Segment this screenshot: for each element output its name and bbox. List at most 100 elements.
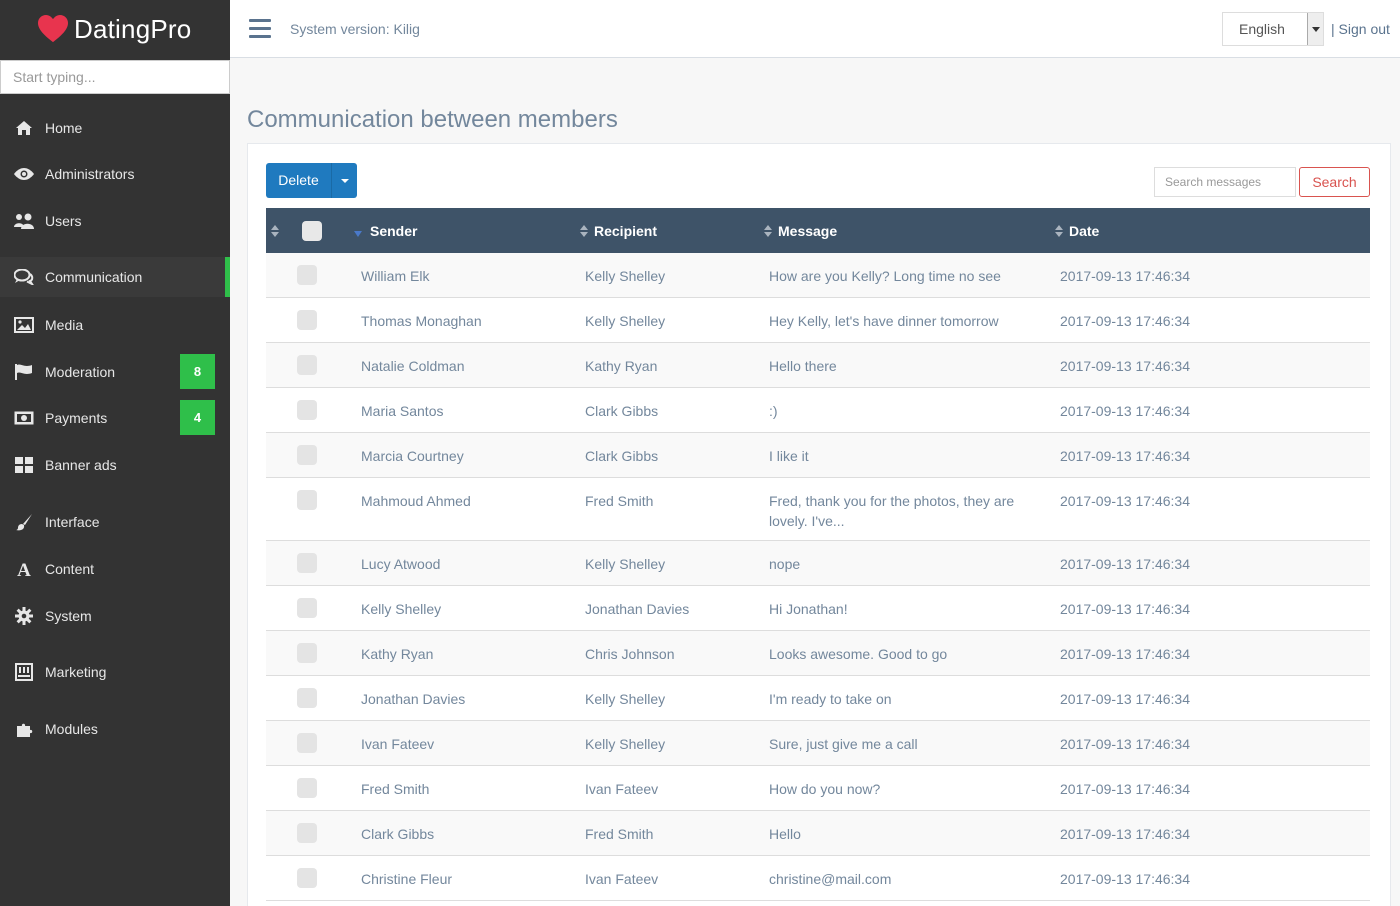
sender-cell[interactable]: Maria Santos (361, 403, 444, 419)
row-checkbox[interactable] (297, 688, 317, 708)
table-row[interactable]: Christine Fleur Ivan Fateev christine@mail… (266, 856, 1370, 901)
recipient-cell[interactable]: Jonathan Davies (585, 601, 690, 617)
table-row[interactable]: Thomas Monaghan Kelly Shelley Hey Kelly, l… (266, 298, 1370, 343)
table-row[interactable]: Fred Smith Ivan Fateev How do you now? 2017… (266, 766, 1370, 811)
table-row[interactable]: William Elk Kelly Shelley How are you Kell… (266, 253, 1370, 298)
message-cell[interactable]: :) (769, 403, 778, 419)
recipient-cell[interactable]: Fred Smith (585, 826, 654, 842)
sender-cell[interactable]: Marcia Courtney (361, 448, 464, 464)
message-cell[interactable]: Sure, just give me a call (769, 736, 918, 752)
column-sender[interactable]: Sender (354, 208, 417, 253)
sender-cell[interactable]: Fred Smith (361, 781, 430, 797)
table-row[interactable]: Maria Santos Clark Gibbs:) 2017-09-13 17:4… (266, 388, 1370, 433)
separator: | (1331, 21, 1335, 37)
table-row[interactable]: Lucy Atwood Kelly Shelley nope 2017-09-13 1… (266, 541, 1370, 586)
column-message[interactable]: Message (764, 208, 837, 253)
sidebar-item-communication[interactable]: Communication (0, 257, 230, 297)
table-row[interactable]: Kelly Shelley Jonathan Davies Hi Jonathan!… (266, 586, 1370, 631)
sidebar-item-marketing[interactable]: Marketing (0, 652, 230, 692)
recipient-cell[interactable]: Kelly Shelley (585, 268, 666, 284)
brand-logo[interactable]: DatingPro (0, 0, 230, 58)
sidebar-item-home[interactable]: Home (0, 108, 230, 148)
sidebar-item-users[interactable]: Users (0, 201, 230, 241)
message-cell[interactable]: Fred, thank you for the photos, they are… (769, 493, 1015, 529)
sender-cell[interactable]: William Elk (361, 268, 430, 284)
sidebar-item-payments[interactable]: Payments 4 (0, 398, 230, 438)
row-checkbox[interactable] (297, 445, 317, 465)
row-checkbox[interactable] (297, 265, 317, 285)
message-cell[interactable]: Hey Kelly, let's have dinner tomorrow (769, 313, 999, 329)
recipient-cell[interactable]: Ivan Fateev (585, 781, 659, 797)
row-checkbox[interactable] (297, 553, 317, 573)
row-checkbox[interactable] (297, 355, 317, 375)
row-checkbox[interactable] (297, 733, 317, 753)
recipient-cell[interactable]: Kelly Shelley (585, 691, 666, 707)
sidebar-item-media[interactable]: Media (0, 305, 230, 345)
sidebar-item-banner-ads[interactable]: Banner ads (0, 445, 230, 485)
table-row[interactable]: Kathy Ryan Chris Johnson Looks awesome. Go… (266, 631, 1370, 676)
sender-cell[interactable]: Lucy Atwood (361, 556, 441, 572)
sidebar-search-input[interactable] (0, 60, 230, 94)
sender-cell[interactable]: Jonathan Davies (361, 691, 466, 707)
message-cell[interactable]: How are you Kelly? Long time no see (769, 268, 1001, 284)
row-checkbox[interactable] (297, 868, 317, 888)
language-select[interactable]: English (1222, 12, 1324, 46)
message-cell[interactable]: nope (769, 556, 801, 572)
caret-down-icon[interactable] (332, 178, 357, 183)
message-cell[interactable]: How do you now? (769, 781, 881, 797)
sender-cell[interactable]: Kelly Shelley (361, 601, 442, 617)
message-cell[interactable]: Hello (769, 826, 801, 842)
sidebar-item-administrators[interactable]: Administrators (0, 154, 230, 194)
recipient-cell[interactable]: Kelly Shelley (585, 313, 666, 329)
row-checkbox[interactable] (297, 400, 317, 420)
table-row[interactable]: Natalie Coldman Kathy Ryan Hello there 2017… (266, 343, 1370, 388)
table-row[interactable]: Mahmoud Ahmed Fred Smith Fred, thank you f… (266, 478, 1370, 541)
recipient-cell[interactable]: Ivan Fateev (585, 871, 659, 887)
column-date[interactable]: Date (1055, 208, 1099, 253)
recipient-cell[interactable]: Chris Johnson (585, 646, 675, 662)
message-cell[interactable]: christine@mail.com (769, 871, 892, 887)
sender-cell[interactable]: Ivan Fateev (361, 736, 435, 752)
row-checkbox[interactable] (297, 778, 317, 798)
search-button[interactable]: Search (1299, 167, 1370, 197)
recipient-cell[interactable]: Kelly Shelley (585, 736, 666, 752)
table-row[interactable]: Clark Gibbs Fred Smith Hello 2017-09-13 17:… (266, 811, 1370, 856)
menu-toggle-icon[interactable] (249, 19, 271, 39)
message-cell[interactable]: I like it (769, 448, 809, 464)
table-row[interactable]: Ivan Fateev Kelly Shelley Sure, just give … (266, 721, 1370, 766)
sender-cell[interactable]: Mahmoud Ahmed (361, 493, 471, 509)
message-cell[interactable]: I'm ready to take on (769, 691, 892, 707)
table-row[interactable]: Marcia Courtney Clark Gibbs I like it 2017-… (266, 433, 1370, 478)
sidebar-item-interface[interactable]: Interface (0, 502, 230, 542)
message-cell[interactable]: Hi Jonathan! (769, 601, 848, 617)
column-recipient[interactable]: Recipient (580, 208, 657, 253)
sidebar-item-modules[interactable]: Modules (0, 709, 230, 749)
sender-cell[interactable]: Christine Fleur (361, 871, 453, 887)
search-messages-input[interactable] (1154, 167, 1296, 197)
recipient-cell[interactable]: Kathy Ryan (585, 358, 658, 374)
sidebar-item-moderation[interactable]: Moderation 8 (0, 352, 230, 392)
sender-cell[interactable]: Natalie Coldman (361, 358, 465, 374)
recipient-cell[interactable]: Kelly Shelley (585, 556, 666, 572)
sign-out-link[interactable]: Sign out (1338, 21, 1390, 37)
chevron-down-icon[interactable] (1307, 13, 1323, 45)
sender-cell[interactable]: Thomas Monaghan (361, 313, 482, 329)
message-cell[interactable]: Looks awesome. Good to go (769, 646, 948, 662)
sender-cell[interactable]: Kathy Ryan (361, 646, 434, 662)
row-checkbox[interactable] (297, 490, 317, 510)
row-checkbox[interactable] (297, 598, 317, 618)
recipient-cell[interactable]: Fred Smith (585, 493, 654, 509)
select-all-checkbox[interactable] (302, 208, 322, 253)
row-checkbox[interactable] (297, 643, 317, 663)
recipient-cell[interactable]: Clark Gibbs (585, 448, 659, 464)
table-row[interactable]: Jonathan Davies Kelly Shelley I'm ready to… (266, 676, 1370, 721)
delete-button[interactable]: Delete (266, 163, 357, 198)
sidebar-item-system[interactable]: System (0, 596, 230, 636)
message-cell[interactable]: Hello there (769, 358, 837, 374)
sender-cell[interactable]: Clark Gibbs (361, 826, 435, 842)
sidebar-item-content[interactable]: A Content (0, 549, 230, 589)
recipient-cell[interactable]: Clark Gibbs (585, 403, 659, 419)
sort-icon[interactable] (271, 208, 285, 253)
row-checkbox[interactable] (297, 823, 317, 843)
row-checkbox[interactable] (297, 310, 317, 330)
